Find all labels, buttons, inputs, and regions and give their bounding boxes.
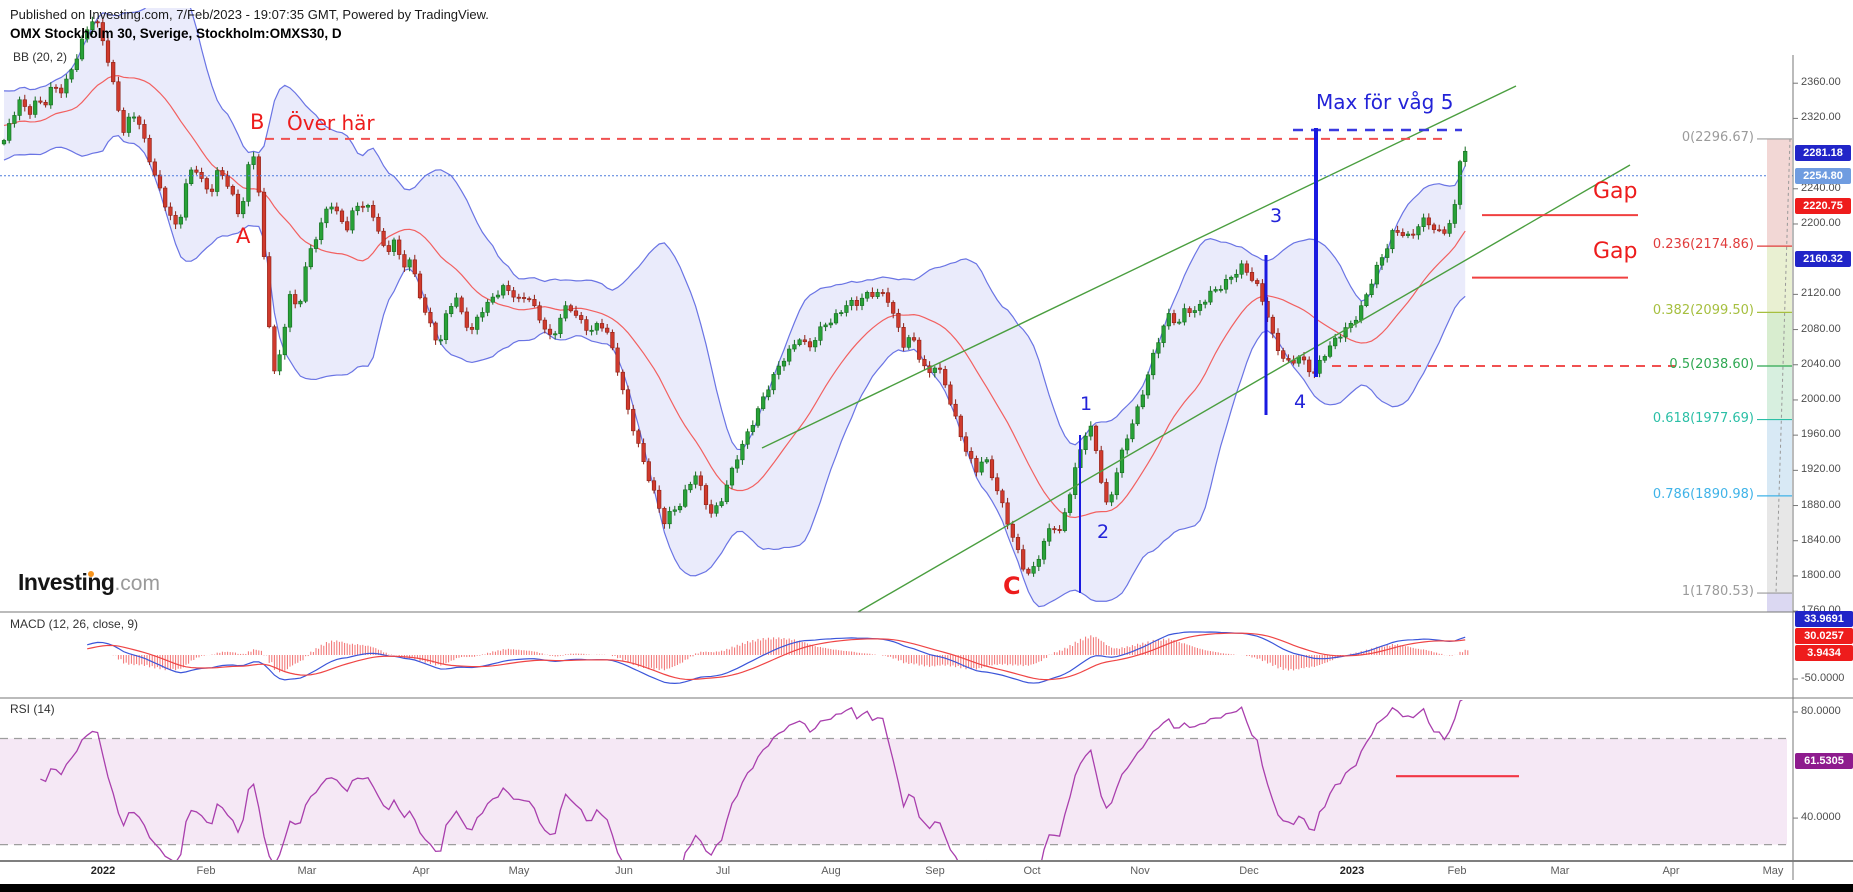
time-axis-5-Jun[interactable]: Jun [615, 865, 633, 877]
price-tick-2360[interactable]: 2360.00 [1801, 76, 1841, 89]
price-tick-2120[interactable]: 2120.00 [1801, 287, 1841, 300]
time-axis-7-Aug[interactable]: Aug [821, 865, 841, 877]
price-tick-2040[interactable]: 2040.00 [1801, 357, 1841, 370]
macd-badge-1: 30.0257 [1795, 628, 1853, 644]
time-axis-11-Dec[interactable]: Dec [1239, 865, 1259, 877]
time-axis-12-2023[interactable]: 2023 [1339, 865, 1365, 877]
price-tick-2240[interactable]: 2240.00 [1801, 181, 1841, 194]
time-axis-0-2022[interactable]: 2022 [90, 865, 116, 877]
time-axis-3-Apr[interactable]: Apr [412, 865, 430, 877]
price-badge-2220.75: 2220.75 [1795, 197, 1851, 214]
rsi-tick-80.0000[interactable]: 80.0000 [1801, 705, 1841, 717]
time-axis-15-Apr[interactable]: Apr [1662, 865, 1680, 877]
rsi-indicator-label: RSI (14) [10, 702, 55, 716]
fib-level-label-0.786: 0.786(1890.98) [1652, 486, 1754, 502]
fib-level-label-1: 1(1780.53) [1681, 584, 1754, 600]
price-badge-2254.80: 2254.80 [1795, 167, 1851, 184]
price-tick-1920[interactable]: 1920.00 [1801, 463, 1841, 476]
rsi-badge: 61.5305 [1795, 752, 1853, 769]
time-axis-16-May[interactable]: May [1762, 865, 1784, 877]
page-title: OMX Stockholm 30, Sverige, Stockholm:OMX… [10, 26, 342, 41]
macd-pane [87, 631, 1469, 684]
wave-a-label: A [236, 224, 251, 248]
macd-tick[interactable]: -50.0000 [1801, 672, 1845, 684]
price-badge-2281.18: 2281.18 [1795, 144, 1851, 161]
wave-3-label: 3 [1270, 205, 1283, 227]
fib-level-label-0.618: 0.618(1977.69) [1652, 410, 1754, 426]
rsi-tick-40.0000[interactable]: 40.0000 [1801, 811, 1841, 824]
bottom-bar [0, 884, 1853, 892]
rsi-pane [0, 700, 1787, 860]
logo-orange-dot-icon [88, 571, 94, 577]
investing-logo: Investing.com [18, 569, 160, 595]
time-axis-4-May[interactable]: May [508, 865, 530, 877]
time-axis-8-Sep[interactable]: Sep [925, 865, 945, 877]
macd-badge-0: 33.9691 [1795, 611, 1853, 627]
time-axis-10-Nov[interactable]: Nov [1130, 865, 1150, 877]
price-tick-2080[interactable]: 2080.00 [1801, 322, 1841, 335]
time-axis-6-Jul[interactable]: Jul [715, 865, 731, 877]
candlestick-series [1, 16, 1468, 577]
price-tick-1840[interactable]: 1840.00 [1801, 533, 1841, 546]
time-axis-1-Feb[interactable]: Feb [196, 865, 216, 877]
price-tick-2320[interactable]: 2320.00 [1801, 111, 1841, 124]
wave-b-label: B [250, 110, 265, 134]
fib-level-label-0: 0(2296.67) [1681, 129, 1754, 145]
price-tick-2000[interactable]: 2000.00 [1801, 392, 1841, 405]
wave-2-label: 2 [1097, 521, 1110, 543]
published-line: Published on Investing.com, 7/Feb/2023 -… [10, 7, 489, 22]
price-tick-1800[interactable]: 1800.00 [1801, 568, 1841, 581]
time-axis-2-Mar[interactable]: Mar [297, 865, 317, 877]
time-axis-14-Mar[interactable]: Mar [1550, 865, 1570, 877]
fib-level-label-0.5: 0.5(2038.60) [1669, 356, 1754, 372]
bb-indicator-label: BB (20, 2) [13, 50, 68, 64]
time-axis-9-Oct[interactable]: Oct [1023, 865, 1041, 877]
wave-4-label: 4 [1294, 391, 1307, 413]
gap-annotation-1: Gap [1593, 179, 1638, 204]
fib-level-label-0.382: 0.382(2099.50) [1652, 303, 1754, 319]
max-wave5-annotation: Max för våg 5 [1316, 90, 1454, 114]
wave-c-label: C [1003, 572, 1021, 600]
price-tick-2200[interactable]: 2200.00 [1801, 216, 1841, 229]
gap-annotation-2: Gap [1593, 239, 1638, 264]
price-badge-2160.32: 2160.32 [1795, 250, 1851, 267]
time-axis-13-Feb[interactable]: Feb [1447, 865, 1467, 877]
macd-indicator-label: MACD (12, 26, close, 9) [10, 617, 139, 631]
fib-level-label-0.236: 0.236(2174.86) [1652, 237, 1754, 253]
price-tick-1880[interactable]: 1880.00 [1801, 498, 1841, 511]
wave-1-label: 1 [1080, 393, 1093, 415]
macd-badge-2: 3.9434 [1795, 645, 1853, 661]
over-har-annotation: Över här [287, 111, 375, 135]
price-tick-1960[interactable]: 1960.00 [1801, 428, 1841, 441]
